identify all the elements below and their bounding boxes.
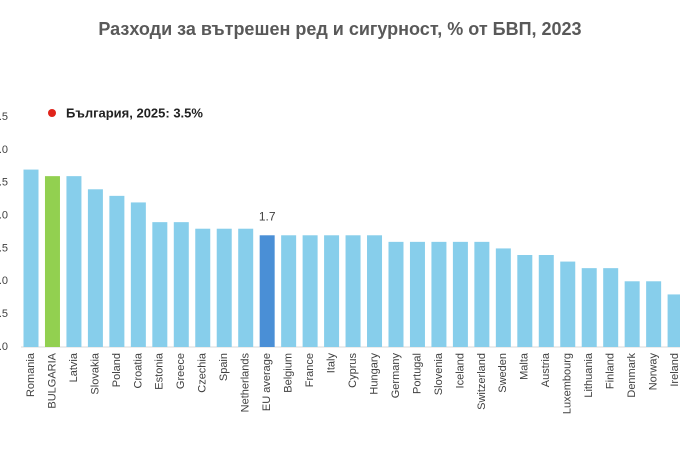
x-tick-label: Spain: [218, 353, 230, 381]
bar: [87, 189, 103, 347]
bar: [388, 241, 404, 347]
x-tick-label: Finland: [605, 353, 617, 389]
x-tick-label: Lithuania: [583, 352, 595, 398]
bar: [152, 222, 168, 347]
bar: [452, 241, 468, 347]
x-tick-label: Latvia: [68, 352, 80, 382]
x-tick-label: Poland: [111, 353, 123, 387]
x-tick-label: Estonia: [154, 352, 166, 390]
x-tick-label: Luxembourg: [562, 353, 574, 414]
bar: [409, 241, 425, 347]
bar: [538, 255, 554, 347]
x-tick-label: Italy: [325, 353, 337, 374]
y-tick-label: 0.0: [0, 341, 8, 353]
bar: [66, 176, 82, 347]
x-tick-label: Cyprus: [347, 353, 359, 388]
bar: [302, 235, 318, 347]
bar: [474, 241, 490, 347]
bar: [581, 268, 597, 347]
x-tick-label: Iceland: [454, 353, 466, 388]
bar: [216, 228, 232, 347]
x-tick-label: Slovakia: [89, 352, 101, 394]
bar: [281, 235, 297, 347]
bar: [367, 235, 383, 347]
annotation-marker: [48, 109, 56, 117]
y-tick-label: 2.5: [0, 177, 8, 189]
x-tick-label: Czechia: [197, 352, 209, 393]
x-tick-label: Slovenia: [433, 352, 445, 395]
y-tick-label: 2.0: [0, 209, 8, 221]
x-tick-label: Croatia: [132, 352, 144, 388]
x-tick-label: Switzerland: [476, 353, 488, 410]
x-tick-label: Austria: [540, 352, 552, 387]
bar: [324, 235, 340, 347]
bar: [23, 169, 39, 347]
x-tick-label: Romania: [25, 352, 37, 397]
bar: [646, 281, 662, 347]
x-tick-label: Sweden: [497, 353, 509, 393]
x-tick-label: Belgium: [283, 353, 295, 393]
bar: [195, 228, 211, 347]
bar: [560, 261, 576, 347]
bar: [517, 255, 533, 347]
value-label: 1.7: [259, 209, 276, 223]
bar: [259, 235, 275, 347]
x-tick-label: EU average: [261, 353, 273, 411]
x-tick-label: Netherlands: [240, 353, 252, 413]
x-tick-label: Portugal: [411, 353, 423, 394]
x-tick-label: Ireland: [669, 353, 680, 387]
chart-title: Разходи за вътрешен ред и сигурност, % о…: [98, 19, 581, 39]
x-tick-label: Greece: [175, 353, 187, 389]
y-tick-label: 3.5: [0, 111, 8, 123]
annotation: България, 2025: 3.5%: [66, 105, 203, 120]
y-tick-label: 1.5: [0, 242, 8, 254]
y-tick-label: 3.0: [0, 144, 8, 156]
bar: [238, 228, 254, 347]
x-tick-label: Hungary: [368, 353, 380, 395]
bar: [109, 195, 125, 347]
bar: [44, 176, 60, 347]
bar: [667, 294, 680, 347]
bar: [130, 202, 146, 347]
bar: [345, 235, 361, 347]
x-tick-label: BULGARIA: [46, 352, 58, 408]
x-tick-label: Malta: [519, 352, 531, 380]
bar: [431, 241, 447, 347]
bar: [173, 222, 189, 347]
x-tick-label: Denmark: [626, 353, 638, 398]
x-tick-label: France: [304, 353, 316, 387]
bar: [495, 248, 511, 347]
x-tick-label: Norway: [648, 353, 660, 391]
y-tick-label: 1.0: [0, 275, 8, 287]
bar: [624, 281, 640, 347]
bar: [603, 268, 619, 347]
y-tick-label: 0.5: [0, 308, 8, 320]
x-tick-label: Germany: [390, 353, 402, 399]
